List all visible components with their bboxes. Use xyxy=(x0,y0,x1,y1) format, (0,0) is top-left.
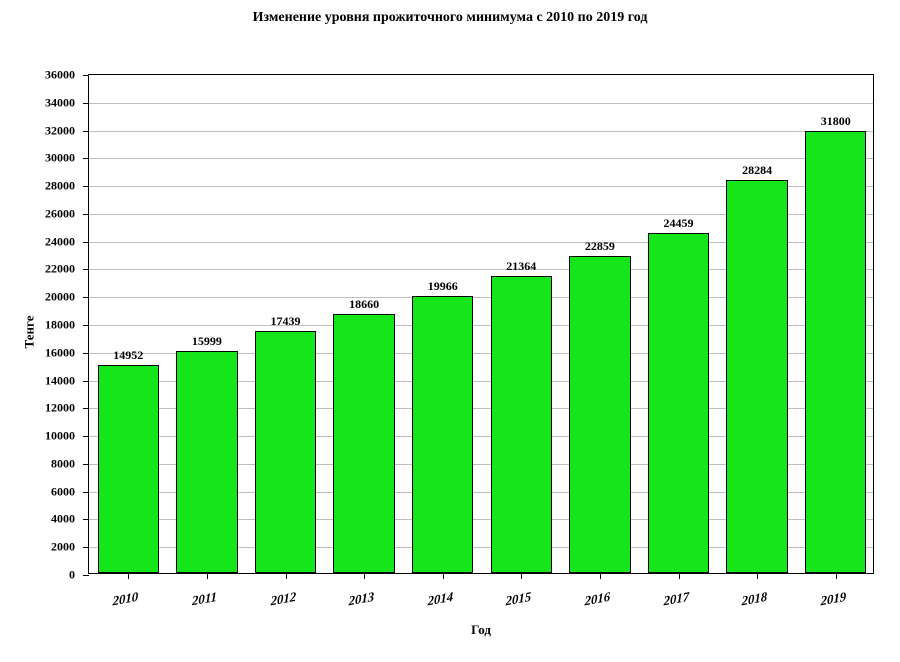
y-tick-label: 28000 xyxy=(45,179,75,194)
x-tick-label: 2014 xyxy=(427,589,453,610)
x-axis-label: Год xyxy=(88,622,874,638)
bar xyxy=(255,331,316,573)
chart-title: Изменение уровня прожиточного минимума с… xyxy=(0,10,900,26)
y-tick-mark xyxy=(83,575,89,576)
y-tick-label: 4000 xyxy=(51,512,75,527)
y-tick-label: 20000 xyxy=(45,290,75,305)
y-tick-label: 8000 xyxy=(51,456,75,471)
x-tick-mark xyxy=(836,573,837,579)
x-tick-mark xyxy=(757,573,758,579)
x-tick-mark xyxy=(521,573,522,579)
bar xyxy=(333,314,394,573)
y-tick-mark xyxy=(83,131,89,132)
y-tick-label: 24000 xyxy=(45,234,75,249)
x-tick-label: 2017 xyxy=(663,589,689,610)
y-tick-label: 6000 xyxy=(51,484,75,499)
plot-area: 0200040006000800010000120001400016000180… xyxy=(88,74,874,574)
x-tick-label: 2015 xyxy=(506,589,532,610)
bar-value-label: 22859 xyxy=(585,239,615,254)
bar xyxy=(98,365,159,573)
y-tick-mark xyxy=(83,297,89,298)
y-tick-mark xyxy=(83,186,89,187)
gridline xyxy=(89,131,873,132)
y-tick-label: 10000 xyxy=(45,429,75,444)
gridline xyxy=(89,158,873,159)
y-tick-label: 22000 xyxy=(45,262,75,277)
x-tick-label: 2012 xyxy=(270,589,296,610)
y-tick-mark xyxy=(83,436,89,437)
x-tick-label: 2010 xyxy=(113,589,139,610)
x-tick-label: 2011 xyxy=(192,589,217,610)
bar-value-label: 17439 xyxy=(271,314,301,329)
y-tick-mark xyxy=(83,492,89,493)
x-tick-label: 2019 xyxy=(820,589,846,610)
x-tick-label: 2016 xyxy=(584,589,610,610)
bar xyxy=(569,256,630,573)
x-tick-mark xyxy=(679,573,680,579)
y-tick-mark xyxy=(83,325,89,326)
y-tick-mark xyxy=(83,519,89,520)
bar xyxy=(412,296,473,573)
x-tick-mark xyxy=(286,573,287,579)
y-axis-label: Тенге xyxy=(21,316,37,349)
y-tick-mark xyxy=(83,242,89,243)
y-tick-mark xyxy=(83,269,89,270)
y-tick-label: 32000 xyxy=(45,123,75,138)
bar-value-label: 14952 xyxy=(113,348,143,363)
y-tick-label: 2000 xyxy=(51,540,75,555)
y-tick-label: 30000 xyxy=(45,151,75,166)
y-tick-mark xyxy=(83,464,89,465)
y-tick-label: 18000 xyxy=(45,318,75,333)
bar-value-label: 21364 xyxy=(506,259,536,274)
bar-value-label: 24459 xyxy=(664,216,694,231)
x-tick-mark xyxy=(364,573,365,579)
y-tick-label: 0 xyxy=(69,568,75,583)
y-tick-mark xyxy=(83,408,89,409)
y-tick-label: 26000 xyxy=(45,206,75,221)
x-tick-mark xyxy=(443,573,444,579)
bar xyxy=(805,131,866,573)
x-tick-label: 2013 xyxy=(349,589,375,610)
y-tick-label: 14000 xyxy=(45,373,75,388)
y-tick-mark xyxy=(83,353,89,354)
bar xyxy=(648,233,709,573)
bar xyxy=(726,180,787,573)
x-tick-mark xyxy=(600,573,601,579)
bar-value-label: 31800 xyxy=(821,114,851,129)
y-tick-mark xyxy=(83,547,89,548)
y-tick-label: 34000 xyxy=(45,95,75,110)
y-tick-label: 12000 xyxy=(45,401,75,416)
gridline xyxy=(89,103,873,104)
bar-value-label: 28284 xyxy=(742,163,772,178)
x-tick-label: 2018 xyxy=(742,589,768,610)
bar-value-label: 15999 xyxy=(192,334,222,349)
x-tick-mark xyxy=(128,573,129,579)
bar-value-label: 18660 xyxy=(349,297,379,312)
y-tick-mark xyxy=(83,158,89,159)
y-tick-mark xyxy=(83,381,89,382)
bar-value-label: 19966 xyxy=(428,279,458,294)
y-tick-label: 36000 xyxy=(45,68,75,83)
y-tick-mark xyxy=(83,214,89,215)
y-tick-mark xyxy=(83,75,89,76)
chart-container: Изменение уровня прожиточного минимума с… xyxy=(0,0,900,662)
bar xyxy=(491,276,552,573)
y-tick-label: 16000 xyxy=(45,345,75,360)
x-tick-mark xyxy=(207,573,208,579)
bar xyxy=(176,351,237,573)
y-tick-mark xyxy=(83,103,89,104)
